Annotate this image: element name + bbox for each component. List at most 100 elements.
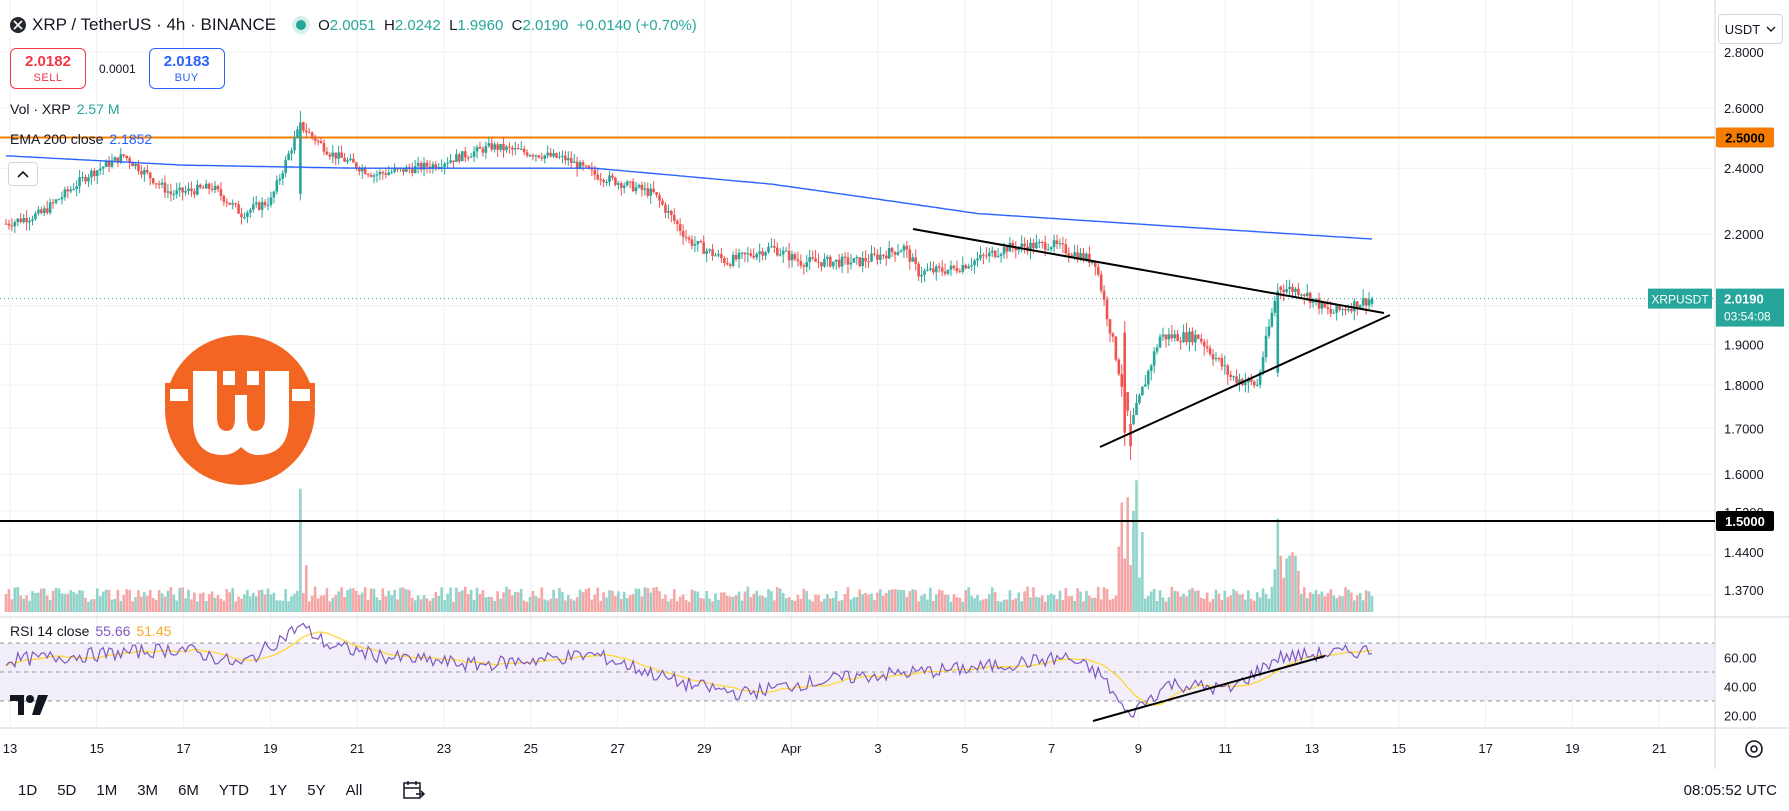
candle-body	[1244, 382, 1247, 386]
candle-body	[481, 148, 485, 153]
candle-body	[455, 154, 458, 162]
timeframe-5d[interactable]: 5D	[57, 781, 77, 799]
volume-bar	[1079, 591, 1082, 612]
candle-body	[617, 183, 620, 185]
timeframe-3m[interactable]: 3M	[137, 781, 159, 799]
volume-bar	[525, 601, 529, 612]
volume-bar	[902, 590, 906, 612]
timeframe-1m[interactable]: 1M	[96, 781, 118, 799]
volume-bar	[478, 594, 482, 612]
timeframe-ytd[interactable]: YTD	[218, 781, 249, 799]
volume-bar	[7, 589, 11, 612]
currency-select[interactable]: USDT	[1718, 14, 1783, 44]
volume-bar	[970, 595, 973, 612]
volume-bar	[481, 590, 485, 612]
volume-bar	[1117, 546, 1121, 612]
symbol-title[interactable]: XRP / TetherUS · 4h · BINANCE	[32, 15, 277, 34]
candle-body	[1020, 243, 1023, 247]
volume-bar	[649, 592, 653, 612]
candle-body	[634, 187, 638, 192]
volume-bar	[1297, 570, 1300, 612]
volume-bar	[116, 589, 120, 612]
candle-body	[569, 158, 573, 163]
volume-bar	[549, 598, 552, 612]
candle-body	[190, 188, 193, 192]
ema-legend[interactable]: EMA 200 close 2.1852	[10, 131, 153, 147]
volume-bar	[134, 597, 137, 612]
candle-body	[973, 260, 976, 266]
candle-body	[366, 174, 370, 176]
candle-body	[1267, 326, 1271, 336]
watermark-logo	[153, 335, 327, 485]
candle-body	[249, 209, 252, 213]
candle-body	[387, 172, 391, 175]
candle-body	[296, 129, 299, 138]
time-tick-label: 9	[1135, 741, 1142, 756]
volume-bar	[13, 587, 17, 612]
volume-bar	[163, 596, 167, 612]
candle-body	[734, 255, 738, 260]
volume-bar	[917, 601, 920, 612]
candle-body	[961, 265, 965, 272]
candle-body	[1179, 341, 1182, 343]
collapse-legend-button[interactable]	[8, 162, 38, 186]
volume-bar	[932, 600, 935, 612]
candle-body	[1144, 384, 1147, 387]
candle-body	[949, 265, 953, 270]
candle-body	[319, 141, 323, 143]
volume-bar	[1123, 558, 1127, 612]
timeframe-all[interactable]: All	[345, 781, 363, 799]
volume-bar	[166, 590, 170, 612]
candle-body	[60, 197, 64, 200]
volume-bar	[796, 594, 800, 612]
candle-body	[982, 254, 985, 256]
candle-body	[1350, 308, 1353, 312]
timeframe-6m[interactable]: 6M	[178, 781, 199, 799]
candle-body	[1170, 334, 1174, 339]
volume-bar	[128, 589, 131, 612]
candle-body	[596, 174, 600, 180]
timeframe-5y[interactable]: 5Y	[307, 781, 326, 799]
candle-body	[1123, 332, 1127, 433]
time-tick-label: 11	[1218, 741, 1232, 756]
volume-legend[interactable]: Vol · XRP 2.57 M	[10, 101, 120, 117]
volume-bar	[140, 596, 143, 612]
candle-body	[658, 195, 661, 201]
volume-bar	[234, 601, 237, 612]
volume-bar	[767, 589, 770, 612]
candle-body	[1317, 298, 1321, 309]
candle-body	[923, 270, 926, 275]
volume-bar	[87, 601, 90, 612]
settings-gear-icon[interactable]	[1742, 737, 1766, 761]
volume-bar	[455, 587, 458, 612]
volume-bar	[1288, 555, 1291, 612]
candle-body	[390, 171, 393, 173]
time-tick-label: 25	[524, 741, 538, 756]
volume-bar	[787, 596, 791, 612]
candle-body	[10, 225, 14, 227]
candle-body	[1199, 338, 1203, 342]
volume-bar	[1038, 597, 1041, 612]
volume-bar	[1058, 590, 1062, 612]
volume-bar	[34, 593, 37, 612]
volume-bar	[619, 598, 623, 612]
sell-button[interactable]: 2.0182 SELL	[10, 48, 86, 89]
candle-body	[1305, 292, 1309, 297]
volume-bar	[1205, 592, 1209, 612]
utc-clock[interactable]: 08:05:52 UTC	[1683, 781, 1777, 799]
buy-button[interactable]: 2.0183 BUY	[148, 48, 225, 89]
candle-body	[216, 185, 220, 190]
timeframe-1y[interactable]: 1Y	[268, 781, 288, 799]
volume-bar	[778, 588, 782, 612]
rsi-legend[interactable]: RSI 14 close 55.66 51.45	[10, 623, 172, 639]
candle-body	[655, 192, 658, 196]
price-tick-label: 1.8000	[1724, 378, 1764, 393]
goto-date-calendar-icon[interactable]	[402, 779, 426, 801]
volume-bar	[357, 594, 361, 612]
volume-bar	[849, 599, 853, 612]
candle-body	[157, 183, 161, 185]
candle-body	[1185, 332, 1188, 343]
timeframe-1d[interactable]: 1D	[18, 781, 38, 799]
candle-body	[1040, 241, 1044, 243]
